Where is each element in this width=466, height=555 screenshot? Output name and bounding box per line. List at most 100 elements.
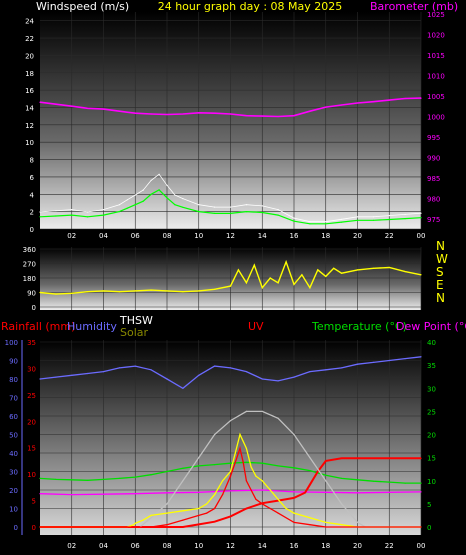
barometer-line-point [261, 115, 263, 117]
dewpoint-label: Dew Point (°C) [396, 320, 466, 333]
thsw-line [139, 410, 366, 528]
windgust-line-point [214, 206, 216, 208]
uv-line-point [242, 461, 244, 463]
uv-line-point [229, 475, 232, 477]
x-tick-label: 02 [67, 232, 76, 240]
x-tick-label: 02 [67, 542, 76, 550]
humidity-tick-label: 20 [9, 487, 18, 495]
temperature-line-point [420, 482, 422, 484]
humidity-line-point [166, 378, 168, 380]
windspeed-line-point [150, 193, 152, 195]
windgust-line-point [102, 209, 105, 211]
solar-line [40, 432, 421, 528]
windgust-line-point [404, 213, 406, 215]
thsw-line-point [325, 480, 327, 482]
windgust-line-point [174, 194, 176, 196]
barometer-tick-label: 975 [427, 216, 440, 224]
wind-direction-line-point [277, 282, 279, 284]
barometer-line-point [341, 104, 343, 106]
windgust-line-point [229, 206, 232, 208]
dewpoint-line-point [261, 489, 263, 491]
wind-direction-line-point [102, 290, 105, 292]
temperature-line-point [214, 464, 216, 466]
x-tick-label: 20 [353, 542, 362, 550]
windgust-line-point [71, 209, 73, 211]
temperature-tick-label: 25 [427, 408, 436, 416]
dewpoint-line-point [198, 491, 200, 493]
windspeed-tick-label: 16 [25, 87, 34, 95]
windspeed-line-point [118, 211, 120, 213]
wind-direction-line-point [388, 266, 390, 269]
temperature-tick-label: 10 [427, 478, 436, 486]
solar-line-point [182, 510, 184, 512]
x-tick-label: 08 [163, 542, 172, 550]
windspeed-tick-label: 6 [30, 174, 35, 182]
windspeed-line-point [158, 189, 160, 191]
wind-direction-line-point [182, 291, 184, 293]
barometer-line-point [293, 115, 295, 117]
solar-line-point [166, 512, 168, 514]
rain-tick-label: 0 [32, 524, 36, 532]
wind-direction-line-point [285, 261, 287, 263]
windspeed-tick-label: 24 [25, 18, 34, 26]
solar-line-point [293, 512, 295, 514]
windgust-line-point [87, 211, 89, 213]
wind-direction-line-point [333, 267, 335, 269]
windspeed-line-point [229, 212, 232, 214]
barometer-line-point [404, 97, 406, 100]
humidity-line-point [182, 387, 184, 389]
windgust-line-point [356, 216, 359, 218]
humidity-line-point [309, 371, 311, 373]
windspeed-line-point [102, 214, 105, 216]
compass-w: W [436, 252, 448, 266]
thsw-line-point [150, 517, 152, 519]
barometer-line-point [198, 112, 200, 114]
solar-line-point [239, 433, 241, 436]
barometer-tick-label: 1025 [427, 11, 445, 19]
humidity-line-point [87, 372, 89, 375]
barometer-tick-label: 1000 [427, 114, 445, 122]
wind-direction-line-point [87, 291, 89, 293]
rain-tick-label: 35 [27, 339, 36, 347]
barometer-line-point [277, 115, 279, 118]
wind-direction-line-point [420, 274, 422, 276]
windgust-line-point [325, 221, 327, 223]
rainfall-line-point [341, 457, 343, 459]
humidity-line-point [214, 365, 216, 367]
uv-line-point [250, 489, 252, 491]
rain-tick-label: 10 [27, 471, 36, 479]
wind-direction-line-point [214, 288, 216, 290]
humidity-line-point [293, 376, 295, 378]
barometer-tick-label: 985 [427, 175, 440, 183]
uv-line-point [239, 447, 241, 449]
direction-tick-label: 360 [23, 246, 36, 254]
humidity-line-point [261, 378, 263, 380]
humidity-tick-label: 40 [9, 450, 18, 458]
humidity-tick-label: 70 [9, 395, 18, 403]
humidity-line-point [150, 369, 152, 371]
windgust-line-point [261, 205, 263, 207]
solar-line-point [245, 447, 247, 449]
rainfall-line-point [372, 457, 374, 459]
windspeed-line-point [87, 216, 89, 218]
barometer-label: Barometer (mb) [370, 0, 458, 13]
windspeed-tick-label: 20 [25, 52, 34, 60]
solar-line-point [222, 480, 224, 482]
windgust-line-point [142, 189, 144, 191]
temperature-tick-label: 35 [427, 362, 436, 370]
x-tick-label: 06 [131, 232, 140, 240]
uv-line [40, 446, 421, 528]
wind-direction-line-point [356, 269, 359, 271]
thsw-line-point [277, 417, 279, 419]
barometer-tick-label: 990 [427, 155, 440, 163]
windgust-line-point [39, 211, 41, 213]
uv-line-point [166, 524, 168, 526]
barometer-line-point [388, 99, 390, 101]
barometer-tick-label: 1015 [427, 52, 445, 60]
wind-direction-line-point [237, 269, 239, 271]
thsw-line-point [341, 503, 343, 505]
thsw-line-point [214, 433, 216, 436]
windgust-line-point [198, 204, 200, 206]
wind-direction-line-point [325, 275, 327, 277]
